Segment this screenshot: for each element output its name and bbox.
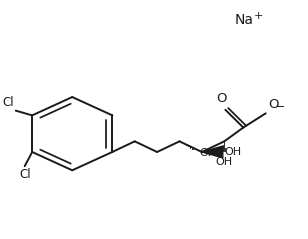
Text: OH: OH <box>199 148 216 158</box>
Text: O: O <box>268 98 279 110</box>
Polygon shape <box>202 146 223 158</box>
Text: OH: OH <box>224 147 241 157</box>
Text: −: − <box>276 103 285 113</box>
Text: Cl: Cl <box>19 168 30 181</box>
Text: OH: OH <box>216 157 233 167</box>
Text: +: + <box>253 11 263 21</box>
Text: Na: Na <box>235 13 254 27</box>
Text: Cl: Cl <box>3 96 14 109</box>
Text: O: O <box>217 92 227 105</box>
